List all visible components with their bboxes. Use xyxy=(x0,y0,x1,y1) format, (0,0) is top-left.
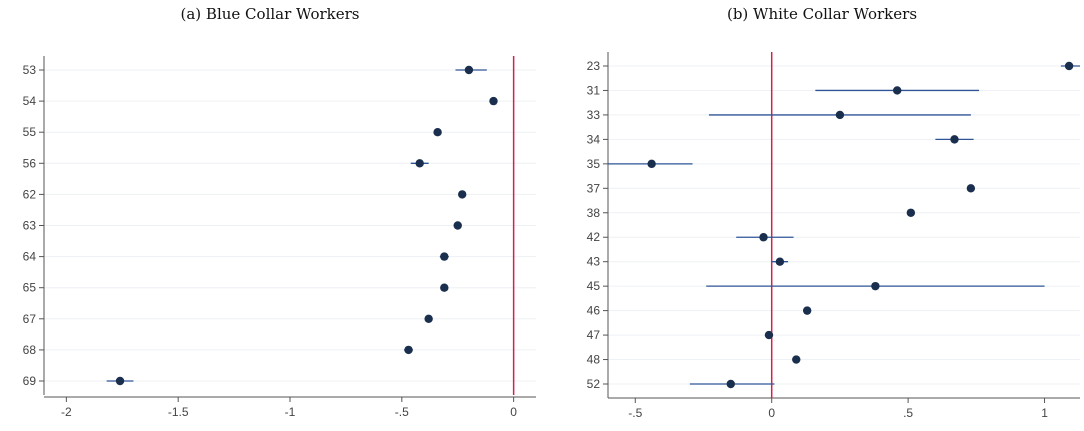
point-estimate xyxy=(802,306,812,315)
panel-blue-collar: (a) Blue Collar Workers 53 54 55 56 62 63 64 65… xyxy=(0,0,540,431)
point-estimate xyxy=(433,128,442,137)
y-tick-label: 52 xyxy=(587,377,601,391)
y-tick-label: 56 xyxy=(23,156,37,170)
y-tick-label: 35 xyxy=(587,157,601,171)
point-estimate xyxy=(440,252,449,261)
x-tick-label: -2 xyxy=(61,405,72,419)
y-tick-label: 67 xyxy=(23,312,37,326)
panel-title: (a) Blue Collar Workers xyxy=(180,5,360,23)
y-tick-label: 43 xyxy=(587,255,601,269)
coefficient-plot-white-collar: 23 31 33 34 35 37 38 42 43 45 46 47 48 52 -.5 0 .5 1 xyxy=(587,52,1080,420)
x-tick-label: -.5 xyxy=(628,406,642,420)
point-estimate xyxy=(906,208,916,217)
panel-white-collar: (b) White Collar Workers 23 31 33 34 35 37 38 4… xyxy=(560,0,1084,431)
point-estimate xyxy=(871,281,880,291)
x-tick-label: -.5 xyxy=(395,405,409,419)
point-estimate xyxy=(950,135,959,144)
point-estimate xyxy=(458,190,467,199)
y-tick-label: 31 xyxy=(587,83,601,97)
point-estimate xyxy=(792,355,801,364)
y-tick-label: 68 xyxy=(23,343,37,357)
y-tick-label: 46 xyxy=(587,304,601,318)
point-estimate xyxy=(415,159,424,168)
y-tick-label: 63 xyxy=(23,219,37,233)
point-estimate xyxy=(835,110,845,120)
y-tick-label: 34 xyxy=(587,132,601,146)
point-estimate xyxy=(453,221,462,230)
point-estimate xyxy=(726,379,735,389)
point-estimate xyxy=(489,96,498,106)
y-tick-label: 54 xyxy=(23,94,37,108)
point-estimate xyxy=(424,314,433,323)
coefficient-plot-blue-collar: 53 54 55 56 62 63 64 65 67 68 69 -2 -1.5 -1 -.5 0 xyxy=(23,56,536,419)
point-estimate xyxy=(440,283,449,292)
y-tick-label: 23 xyxy=(587,59,601,73)
point-estimate xyxy=(404,345,413,355)
x-tick-label: -1 xyxy=(285,405,296,419)
point-estimate xyxy=(966,184,976,193)
point-estimate xyxy=(764,330,774,340)
y-tick-label: 64 xyxy=(23,250,37,264)
point-estimate xyxy=(464,65,474,75)
y-tick-label: 48 xyxy=(587,353,601,367)
y-tick-label: 45 xyxy=(587,279,601,293)
point-estimate xyxy=(647,159,656,169)
x-tick-label: 1 xyxy=(1041,406,1048,420)
x-tick-label: 0 xyxy=(768,406,775,420)
y-tick-label: 47 xyxy=(587,328,601,342)
y-tick-label: 38 xyxy=(587,206,601,220)
x-tick-label: 0 xyxy=(510,405,517,419)
y-tick-label: 62 xyxy=(23,187,37,201)
y-tick-label: 55 xyxy=(23,125,37,139)
y-tick-label: 65 xyxy=(23,281,37,295)
x-tick-label: .5 xyxy=(903,406,913,420)
y-tick-label: 33 xyxy=(587,108,601,122)
y-tick-label: 42 xyxy=(587,230,601,244)
point-estimate xyxy=(1064,61,1074,71)
point-estimate xyxy=(775,257,785,266)
point-estimate xyxy=(893,86,902,95)
point-estimate xyxy=(759,233,768,242)
panel-title: (b) White Collar Workers xyxy=(726,5,918,23)
y-tick-label: 53 xyxy=(23,63,37,77)
x-tick-label: -1.5 xyxy=(168,405,189,419)
point-estimate xyxy=(115,376,125,386)
y-tick-label: 37 xyxy=(587,181,601,195)
y-tick-label: 69 xyxy=(23,374,37,388)
